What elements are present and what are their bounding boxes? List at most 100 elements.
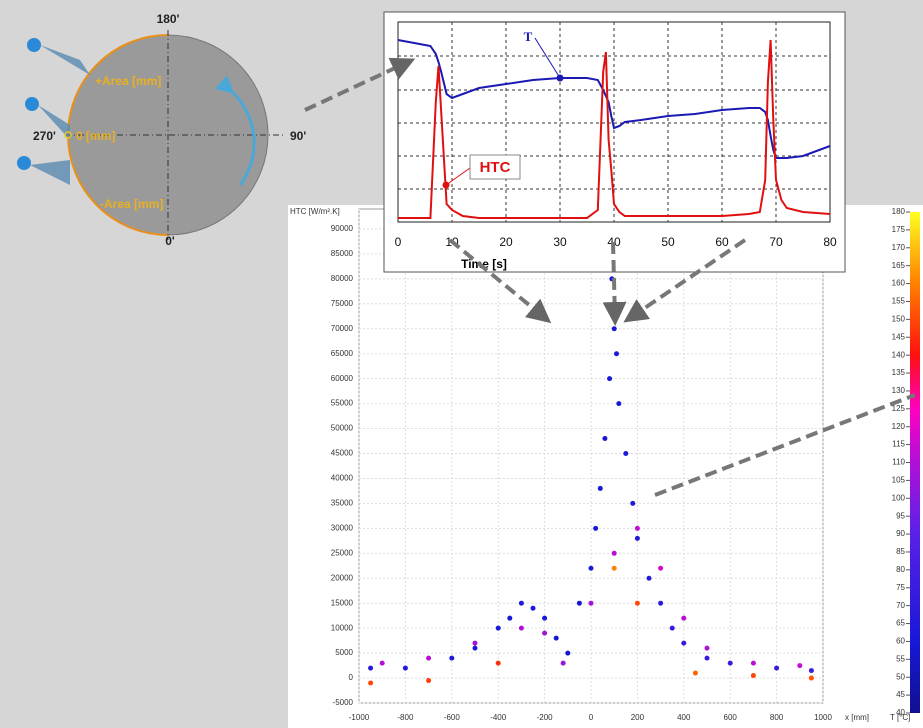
data-point [612, 566, 617, 571]
data-point [705, 656, 710, 661]
y-tick-label: 30000 [331, 523, 354, 532]
y-tick-label: 15000 [331, 598, 354, 607]
data-point [368, 666, 373, 671]
area-label: 0 [mm] [76, 129, 115, 143]
y-tick-label: 50000 [331, 424, 354, 433]
angle-label: 0' [165, 234, 175, 248]
x-tick-label: -400 [490, 713, 507, 722]
x-tick-label: 0 [395, 235, 402, 249]
colorbar-tick-label: 145 [892, 332, 906, 341]
angle-label: 270' [33, 129, 56, 143]
data-point [519, 626, 524, 631]
y-tick-label: 90000 [331, 224, 354, 233]
colorbar-tick-label: 155 [892, 297, 906, 306]
data-point [449, 656, 454, 661]
data-point [809, 668, 814, 673]
data-point [602, 436, 607, 441]
colorbar-tick-label: 65 [896, 619, 905, 628]
data-point [635, 526, 640, 531]
data-point [681, 641, 686, 646]
x-tick-label: 800 [770, 713, 784, 722]
y-tick-label: 65000 [331, 349, 354, 358]
data-point [658, 601, 663, 606]
y-axis-label: HTC [W/m².K] [290, 207, 340, 216]
colorbar-tick-label: 170 [892, 243, 906, 252]
y-tick-label: 45000 [331, 449, 354, 458]
x-tick-label: -1000 [349, 713, 370, 722]
data-point [554, 636, 559, 641]
data-point [751, 673, 756, 678]
data-point [635, 601, 640, 606]
colorbar-tick-label: 55 [896, 654, 905, 663]
x-tick-label: 1000 [814, 713, 832, 722]
x-tick-label: 400 [677, 713, 691, 722]
data-point [507, 616, 512, 621]
colorbar-tick-label: 105 [892, 476, 906, 485]
colorbar-tick-label: 60 [896, 637, 905, 646]
colorbar-tick-label: 160 [892, 279, 906, 288]
data-point [426, 656, 431, 661]
angle-label: 180' [157, 12, 180, 26]
colorbar-tick-label: 90 [896, 529, 905, 538]
data-point [403, 666, 408, 671]
colorbar-tick-label: 70 [896, 601, 905, 610]
x-tick-label: 80 [823, 235, 837, 249]
data-point [774, 666, 779, 671]
data-point [751, 661, 756, 666]
x-tick-label: 20 [499, 235, 513, 249]
data-point [705, 646, 710, 651]
y-tick-label: 75000 [331, 299, 354, 308]
y-tick-label: 35000 [331, 499, 354, 508]
data-point [693, 671, 698, 676]
data-point [577, 601, 582, 606]
colorbar-tick-label: 130 [892, 386, 906, 395]
data-point [809, 676, 814, 681]
data-point [797, 663, 802, 668]
data-point [681, 616, 686, 621]
series-name: HTC [480, 159, 511, 176]
data-point [616, 401, 621, 406]
colorbar-tick-label: 180 [892, 207, 906, 216]
colorbar-tick-label: 100 [892, 493, 906, 502]
y-tick-label: 85000 [331, 249, 354, 258]
x-tick-label: 600 [724, 713, 738, 722]
colorbar-tick-label: 75 [896, 583, 905, 592]
y-tick-label: 0 [349, 673, 354, 682]
data-point [542, 616, 547, 621]
x-tick-label: 0 [589, 713, 594, 722]
data-point [426, 678, 431, 683]
data-point [519, 601, 524, 606]
data-point [593, 526, 598, 531]
colorbar-tick-label: 175 [892, 225, 906, 234]
x-tick-label: 50 [661, 235, 675, 249]
data-point [565, 651, 570, 656]
data-point [473, 646, 478, 651]
data-point [380, 661, 385, 666]
data-point [598, 486, 603, 491]
data-point [496, 626, 501, 631]
data-point [612, 551, 617, 556]
colorbar-tick-label: 165 [892, 261, 906, 270]
y-tick-label: 10000 [331, 623, 354, 632]
x-tick-label: -800 [397, 713, 414, 722]
y-tick-label: 25000 [331, 548, 354, 557]
y-tick-label: 20000 [331, 573, 354, 582]
x-tick-label: -600 [444, 713, 461, 722]
data-point [589, 601, 594, 606]
data-point [647, 576, 652, 581]
x-tick-label: 30 [553, 235, 567, 249]
colorbar-tick-label: 140 [892, 350, 906, 359]
x-tick-label: 60 [715, 235, 729, 249]
data-point [531, 606, 536, 611]
data-point [496, 661, 501, 666]
data-point [614, 351, 619, 356]
nozzle [25, 97, 39, 111]
y-tick-label: -5000 [333, 698, 354, 707]
colorbar-tick-label: 115 [892, 440, 905, 449]
colorbar-tick-label: 135 [892, 368, 906, 377]
colorbar-tick-label: 110 [892, 458, 905, 467]
series-name: T [524, 29, 533, 44]
x-tick-label: -200 [537, 713, 554, 722]
spray [40, 45, 90, 75]
area-label: -Area [mm] [100, 197, 163, 211]
